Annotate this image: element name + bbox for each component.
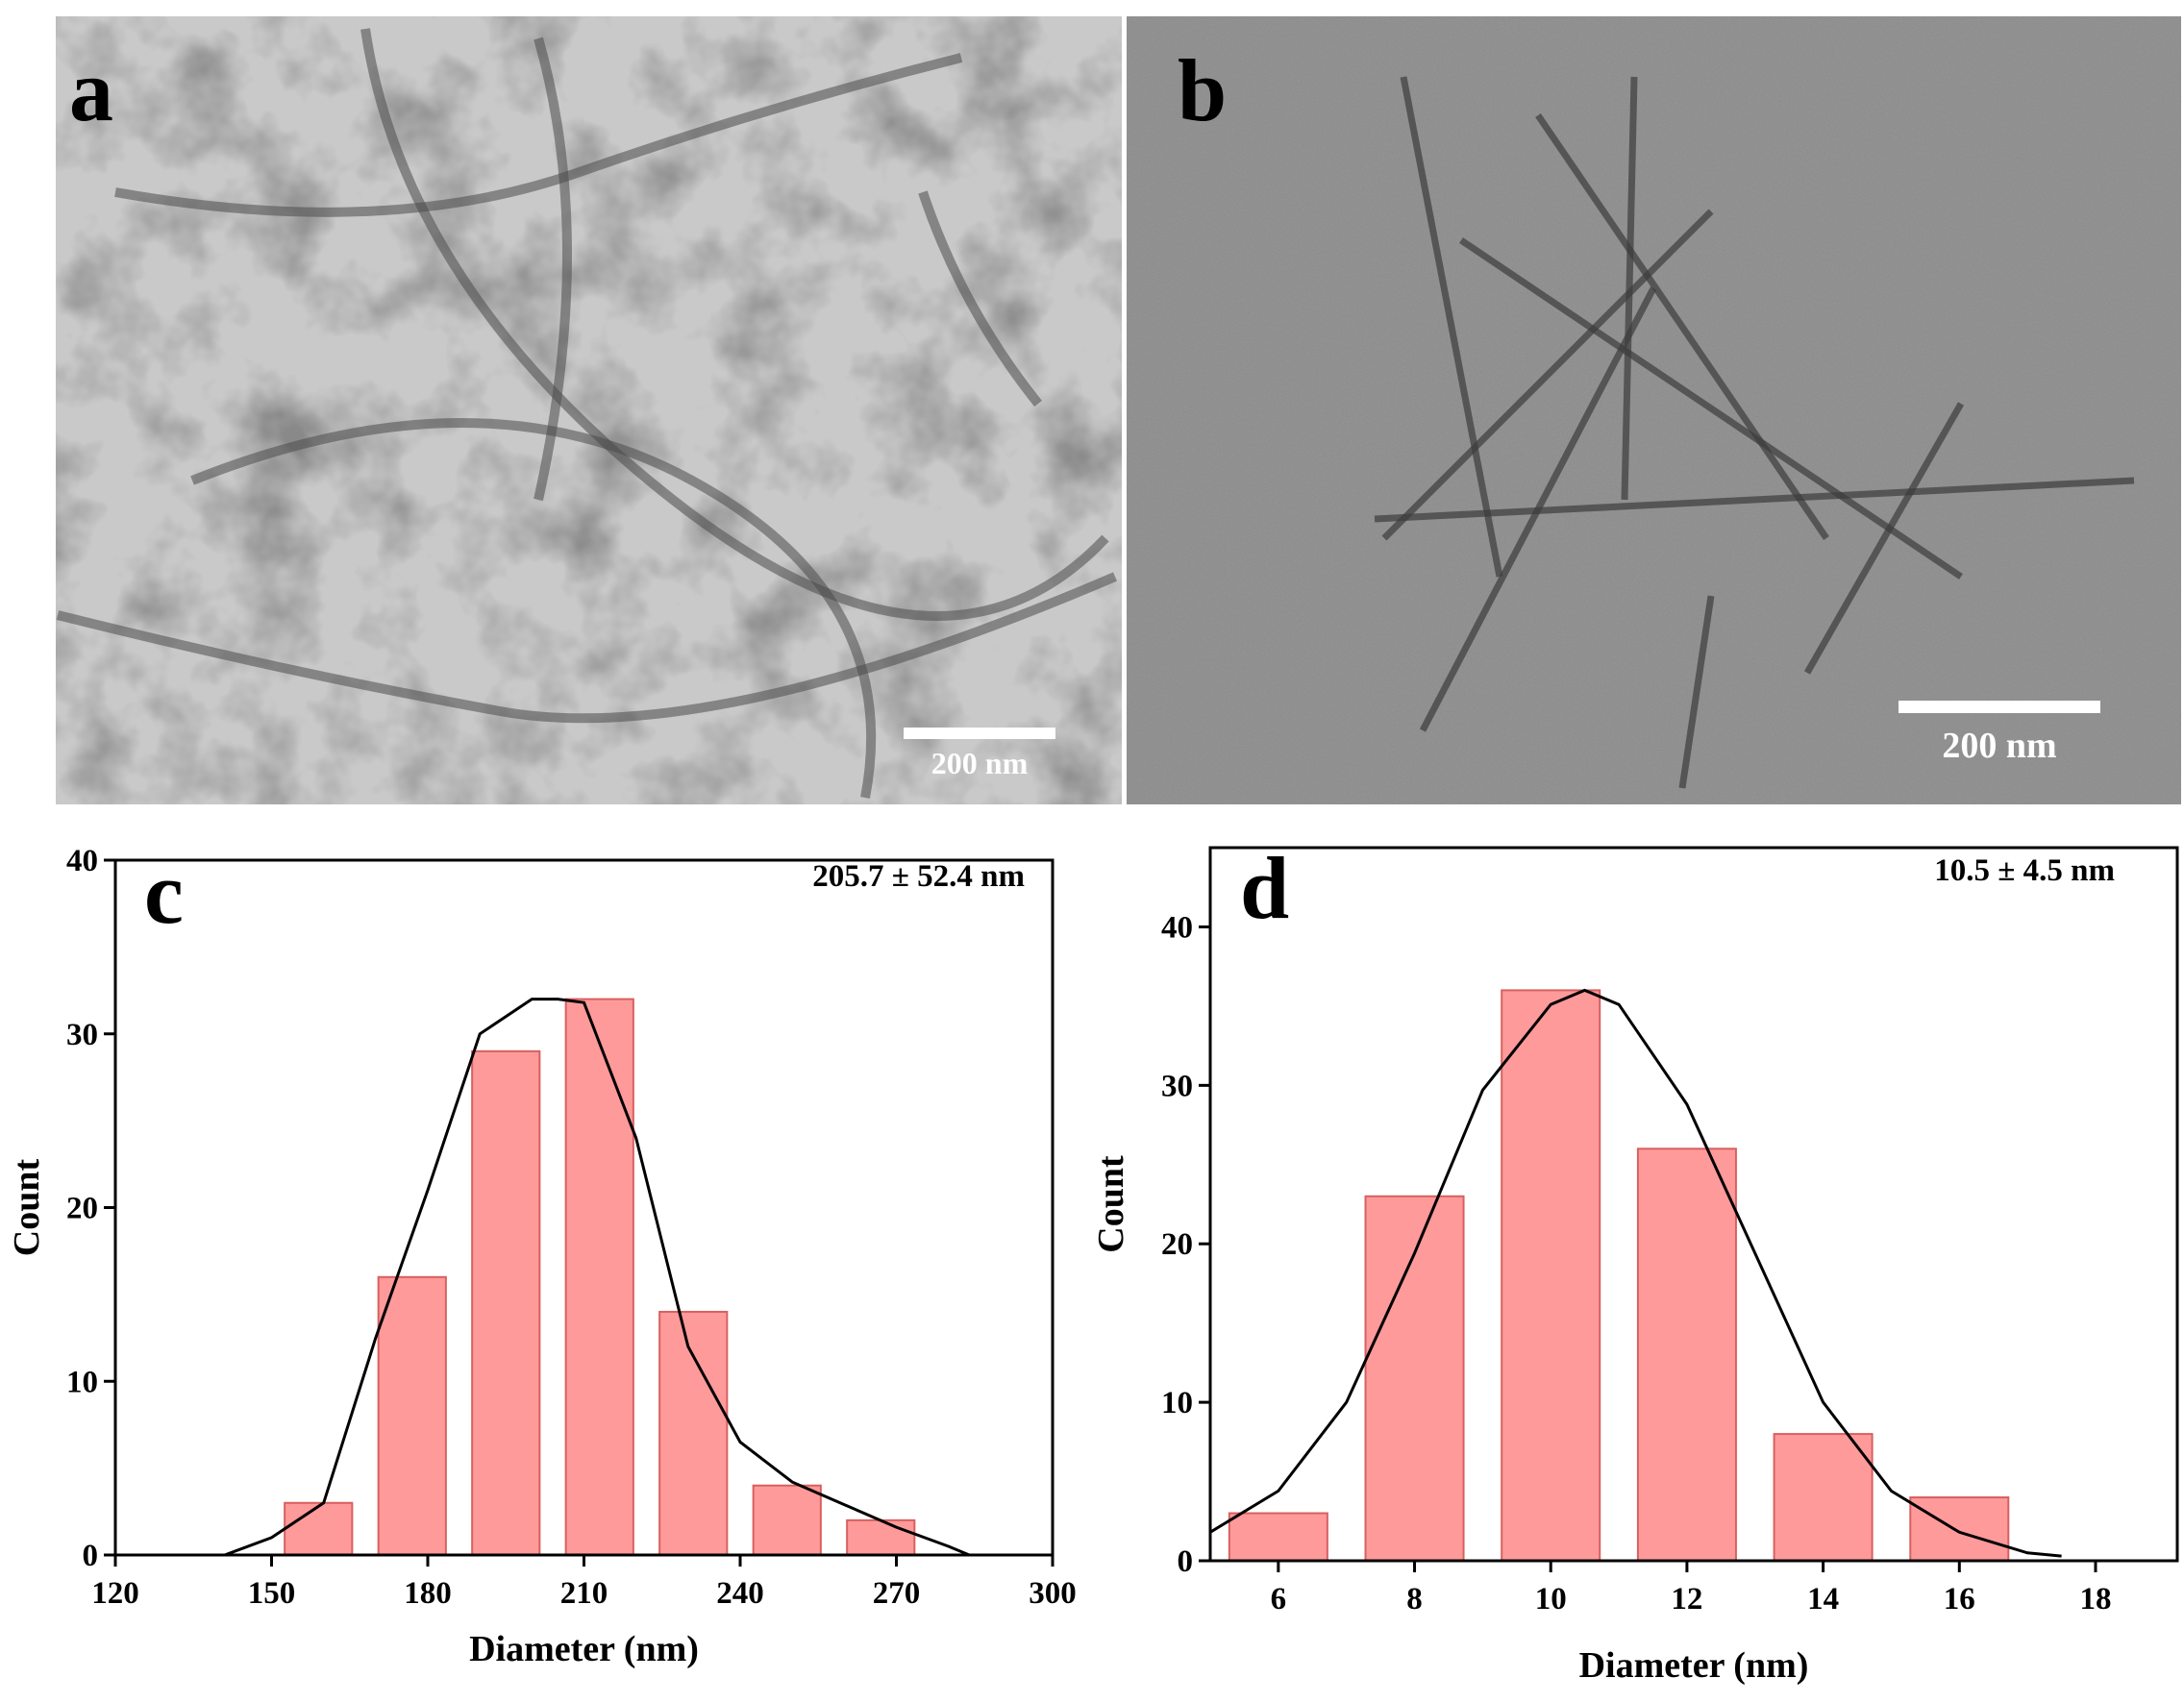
rod [1535, 113, 1829, 540]
fit-curve [224, 998, 970, 1557]
y-tick-label: 10 [66, 1365, 98, 1399]
bar [471, 1049, 541, 1556]
y-axis-title: Count [7, 1158, 47, 1256]
rod [1400, 76, 1503, 578]
tem-image-b: b 200 nm [1127, 16, 2181, 804]
y-tick-label: 20 [66, 1192, 98, 1226]
bar [377, 1275, 447, 1557]
x-tick-label: 270 [873, 1576, 921, 1611]
x-tick-label: 150 [248, 1576, 296, 1611]
bar [1909, 1496, 2010, 1562]
panel-label: a [69, 41, 113, 139]
scale-bar-label: 200 nm [1942, 726, 2056, 766]
x-tick-label: 8 [1406, 1582, 1423, 1617]
x-tick-label: 120 [91, 1576, 139, 1611]
x-tick-label: 210 [560, 1576, 608, 1611]
bar [1636, 1148, 1737, 1563]
x-tick-label: 16 [1944, 1582, 1975, 1617]
bar [1773, 1433, 1874, 1562]
y-tick-label: 20 [1161, 1227, 1193, 1262]
y-tick-label: 40 [66, 844, 98, 878]
bar [1228, 1512, 1328, 1562]
x-tick-label: 12 [1671, 1582, 1702, 1617]
bar [846, 1518, 916, 1556]
scale-bar [1899, 701, 2100, 713]
histogram-chart: 6 8 10 12 14 16 18 0 10 20 30 40 Diameter (nm) Count d… [1091, 839, 2179, 1686]
bar [564, 998, 634, 1556]
x-tick-label: 18 [2079, 1582, 2111, 1617]
fiber [534, 37, 572, 502]
bar [658, 1310, 729, 1556]
image-texture [56, 16, 1122, 804]
y-axis-title: Count [1091, 1155, 1131, 1253]
fiber [190, 418, 877, 799]
y-tick-label: 0 [83, 1539, 99, 1573]
histogram-chart: 120 150 180 210 240 270 300 0 10 20 30 40 Diameter (… [7, 844, 1077, 1669]
x-tick-label: 10 [1535, 1582, 1567, 1617]
y-tick-label: 40 [1161, 910, 1193, 945]
rod [1374, 477, 2135, 523]
y-tick-label: 10 [1161, 1386, 1193, 1420]
rod [1803, 402, 1965, 675]
rod [1459, 237, 1963, 580]
plot-frame [1208, 846, 2179, 1563]
y-tick-label: 30 [66, 1018, 98, 1052]
fiber [56, 572, 1117, 724]
fiber [918, 190, 1042, 407]
x-tick-label: 6 [1271, 1582, 1287, 1617]
scale-bar [904, 728, 1055, 739]
fit-curve [1209, 988, 2062, 1558]
tem-image-a: a 200 nm [56, 16, 1122, 804]
x-tick-label: 14 [1807, 1582, 1839, 1617]
bar [284, 1501, 354, 1557]
panel-label: b [1178, 41, 1227, 139]
panel-label: d [1240, 839, 1289, 937]
x-tick-label: 240 [716, 1576, 764, 1611]
rod [1621, 76, 1638, 501]
x-tick-label: 180 [404, 1576, 452, 1611]
y-tick-label: 0 [1178, 1544, 1194, 1579]
x-axis-title: Diameter (nm) [469, 1629, 699, 1669]
rod [1678, 595, 1715, 789]
x-axis-title: Diameter (nm) [1579, 1645, 1809, 1686]
bar [1501, 989, 1601, 1562]
fibers [56, 28, 1117, 799]
bar [752, 1484, 822, 1556]
annotation: 205.7 ± 52.4 nm [812, 859, 1025, 894]
fiber [360, 28, 1109, 621]
scale-bar-label: 200 nm [931, 746, 1029, 780]
x-tick-label: 300 [1029, 1576, 1077, 1611]
fiber [114, 53, 963, 217]
rods [1374, 76, 2135, 789]
bar [1364, 1195, 1465, 1563]
image-texture [1127, 16, 2181, 804]
rod [1381, 209, 1714, 541]
annotation: 10.5 ± 4.5 nm [1934, 853, 2115, 888]
y-tick-label: 30 [1161, 1069, 1193, 1103]
panel-label: c [144, 844, 184, 942]
